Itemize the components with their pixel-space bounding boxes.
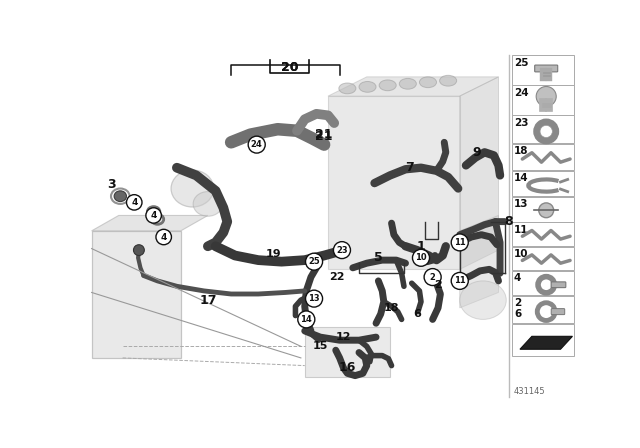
- Text: 8: 8: [505, 215, 513, 228]
- FancyBboxPatch shape: [511, 144, 575, 170]
- Text: 2
6: 2 6: [514, 298, 521, 319]
- FancyBboxPatch shape: [511, 116, 575, 143]
- Text: 3: 3: [107, 178, 115, 191]
- FancyBboxPatch shape: [511, 324, 575, 356]
- Text: 5: 5: [374, 251, 383, 264]
- Text: 4: 4: [150, 211, 157, 220]
- Text: 22: 22: [330, 272, 345, 282]
- Text: 25: 25: [308, 257, 320, 266]
- Text: 4: 4: [514, 273, 522, 283]
- Circle shape: [156, 229, 172, 245]
- FancyBboxPatch shape: [551, 282, 566, 288]
- Text: 21: 21: [316, 130, 333, 143]
- Text: 2: 2: [429, 272, 436, 281]
- FancyBboxPatch shape: [511, 171, 575, 196]
- Text: 20: 20: [280, 61, 298, 74]
- Circle shape: [451, 272, 468, 289]
- Circle shape: [305, 290, 323, 307]
- Text: 24: 24: [514, 88, 529, 98]
- Text: 16: 16: [339, 362, 356, 375]
- Text: 2: 2: [434, 280, 442, 290]
- Text: 17: 17: [199, 293, 216, 307]
- Circle shape: [146, 208, 161, 223]
- Ellipse shape: [339, 83, 356, 94]
- Circle shape: [536, 86, 556, 107]
- Text: 13: 13: [308, 294, 320, 303]
- Circle shape: [333, 241, 351, 258]
- Text: 6: 6: [413, 309, 421, 319]
- Polygon shape: [328, 96, 460, 269]
- Circle shape: [127, 195, 142, 210]
- FancyBboxPatch shape: [511, 197, 575, 222]
- Ellipse shape: [460, 281, 506, 319]
- Text: 4: 4: [131, 198, 138, 207]
- Text: 21: 21: [316, 128, 333, 141]
- Circle shape: [539, 203, 554, 218]
- Text: 25: 25: [514, 58, 529, 68]
- Ellipse shape: [171, 170, 214, 207]
- Text: 15: 15: [312, 341, 328, 351]
- FancyBboxPatch shape: [511, 247, 575, 270]
- Polygon shape: [460, 77, 499, 269]
- Polygon shape: [305, 327, 390, 377]
- Text: 10: 10: [514, 250, 529, 259]
- Text: 13: 13: [514, 199, 529, 209]
- Text: 11: 11: [454, 276, 466, 285]
- FancyBboxPatch shape: [511, 271, 575, 295]
- Text: 431145: 431145: [513, 387, 545, 396]
- FancyBboxPatch shape: [534, 65, 557, 72]
- Text: 1: 1: [417, 240, 426, 253]
- Text: 19: 19: [266, 249, 282, 259]
- FancyBboxPatch shape: [511, 55, 575, 85]
- FancyBboxPatch shape: [511, 222, 575, 246]
- Ellipse shape: [379, 80, 396, 90]
- Text: 14: 14: [300, 315, 312, 324]
- Polygon shape: [92, 231, 180, 358]
- Circle shape: [298, 311, 315, 328]
- Circle shape: [540, 125, 552, 138]
- Text: 23: 23: [336, 246, 348, 254]
- Ellipse shape: [193, 192, 223, 216]
- Text: 23: 23: [514, 118, 529, 128]
- Text: 10: 10: [415, 253, 427, 263]
- Circle shape: [451, 234, 468, 251]
- Polygon shape: [328, 77, 499, 96]
- Polygon shape: [520, 336, 572, 349]
- Text: 9: 9: [472, 146, 481, 159]
- Polygon shape: [460, 215, 499, 308]
- Circle shape: [134, 245, 145, 255]
- Circle shape: [412, 250, 429, 266]
- Ellipse shape: [419, 77, 436, 88]
- Text: 20: 20: [280, 61, 298, 74]
- FancyBboxPatch shape: [511, 85, 575, 115]
- Text: 14: 14: [514, 173, 529, 183]
- Ellipse shape: [114, 191, 127, 202]
- Ellipse shape: [359, 82, 376, 92]
- Text: 11: 11: [454, 238, 466, 247]
- Ellipse shape: [440, 75, 457, 86]
- Text: 11: 11: [514, 225, 529, 235]
- Text: 24: 24: [251, 140, 262, 149]
- Circle shape: [248, 136, 265, 153]
- Text: 4: 4: [161, 233, 167, 241]
- Text: 12: 12: [336, 332, 351, 342]
- Polygon shape: [92, 215, 208, 231]
- Circle shape: [305, 253, 323, 270]
- Circle shape: [424, 269, 441, 285]
- FancyBboxPatch shape: [551, 309, 564, 314]
- Text: 18: 18: [384, 303, 399, 313]
- Ellipse shape: [399, 78, 417, 89]
- Text: 7: 7: [405, 161, 413, 174]
- Text: 18: 18: [514, 146, 529, 156]
- FancyBboxPatch shape: [511, 296, 575, 323]
